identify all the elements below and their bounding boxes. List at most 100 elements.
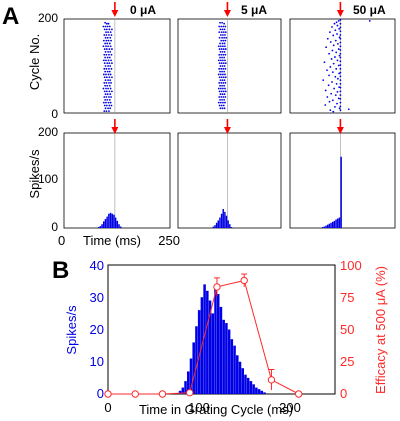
raster-spike	[329, 31, 331, 34]
raster-spike	[105, 34, 108, 36]
raster-spike	[223, 79, 226, 81]
psth-bar	[215, 222, 218, 228]
raster-spike	[109, 93, 112, 96]
raster-spike	[339, 94, 342, 97]
raster-spike	[223, 107, 226, 110]
raster-spike	[105, 96, 108, 98]
raster-spike	[331, 81, 333, 83]
raster-spike	[221, 98, 223, 101]
raster-spike	[111, 90, 113, 93]
raster-spike	[339, 79, 342, 81]
raster-spike	[222, 76, 225, 79]
raster-spike	[107, 45, 109, 48]
raster-spike	[222, 31, 225, 34]
raster-spike	[339, 60, 342, 63]
raster-spike	[223, 93, 226, 96]
stimulus-arrow-head	[111, 127, 119, 134]
raster-spike	[336, 33, 338, 35]
raster-spike	[224, 73, 226, 76]
raster-spike	[102, 39, 105, 42]
right-tick-50: 50	[340, 322, 354, 337]
b-right-ylabel: Efficacy at 500 μA (%)	[373, 266, 388, 394]
raster-spike	[224, 53, 227, 56]
psth-bar	[219, 217, 221, 228]
psth-bar	[113, 214, 115, 228]
raster-spike	[107, 101, 110, 104]
raster-spike	[104, 36, 107, 39]
raster-spike	[322, 79, 325, 81]
raster-spike	[217, 73, 220, 76]
panel-a-frames	[63, 18, 396, 229]
b-left-ylabel: Spikes/s	[64, 305, 79, 355]
psth-bar	[225, 215, 228, 228]
raster-spike	[223, 56, 226, 59]
raster-spike	[224, 87, 226, 90]
raster-spike	[224, 25, 227, 28]
raster-spike	[108, 82, 110, 84]
raster-spike	[218, 31, 221, 34]
right-tick-0: 0	[340, 386, 347, 401]
raster-spike	[223, 28, 226, 31]
raster-spike	[109, 36, 112, 39]
raster-spike	[107, 31, 109, 34]
raster-spike	[221, 21, 223, 24]
raster-spike	[339, 64, 342, 66]
raster-spike	[336, 59, 339, 62]
raster-spike	[222, 104, 225, 107]
raster-spike	[103, 110, 106, 113]
spike-bar	[230, 339, 234, 394]
efficacy-point	[186, 389, 194, 397]
raster-spike	[108, 104, 111, 107]
raster-spike	[339, 82, 342, 85]
b-x-axis-label: Time in Grating Cycle (ms)	[139, 402, 293, 417]
raster-spike	[109, 73, 112, 76]
left-tick-40: 40	[90, 258, 104, 273]
raster-spike	[108, 70, 111, 73]
raster-spike	[339, 45, 342, 48]
efficacy-point	[213, 283, 221, 291]
raster-spike	[221, 84, 223, 87]
psth-bar	[222, 209, 224, 228]
raster-spike	[103, 62, 106, 65]
raster-spike	[336, 90, 339, 93]
psth-bar	[99, 226, 102, 228]
raster-spike	[223, 51, 226, 53]
raster-spike	[218, 96, 221, 98]
psth-bar	[104, 218, 107, 228]
raster-spike	[224, 96, 227, 98]
raster-spike	[336, 102, 338, 105]
raster-spike	[106, 84, 109, 87]
raster-spike	[110, 82, 112, 84]
raster-spike	[331, 49, 334, 52]
condition-0ua-label: 0 μA	[130, 3, 156, 17]
raster-spike	[324, 89, 327, 92]
psth-bar	[340, 156, 342, 228]
b-x-tick-0: 0	[104, 400, 111, 415]
raster-spike	[324, 104, 327, 106]
raster-spike	[109, 65, 112, 67]
raster-spike	[105, 31, 107, 34]
raster-spike	[224, 34, 226, 36]
raster-spike	[107, 73, 110, 76]
raster-spike	[220, 104, 223, 107]
raster-spike	[111, 76, 113, 79]
raster-spike	[105, 73, 107, 76]
raster-spike	[338, 107, 341, 110]
raster-spike	[339, 71, 342, 74]
raster-spike	[108, 42, 111, 45]
x-tick-250: 250	[158, 233, 180, 248]
raster-spike	[223, 65, 226, 67]
raster-spike	[104, 25, 107, 28]
raster-spike	[334, 39, 337, 42]
psth-bar	[323, 226, 326, 228]
raster-spike	[108, 56, 111, 59]
spike-bar	[227, 329, 231, 394]
right-tick-75: 75	[340, 290, 354, 305]
raster-spike	[219, 93, 222, 96]
raster-spike	[108, 110, 110, 113]
raster-spike	[221, 107, 224, 110]
raster-spike	[218, 48, 221, 50]
raster-spike	[217, 87, 220, 90]
raster-spike	[108, 98, 111, 101]
psth-bar	[118, 224, 120, 228]
